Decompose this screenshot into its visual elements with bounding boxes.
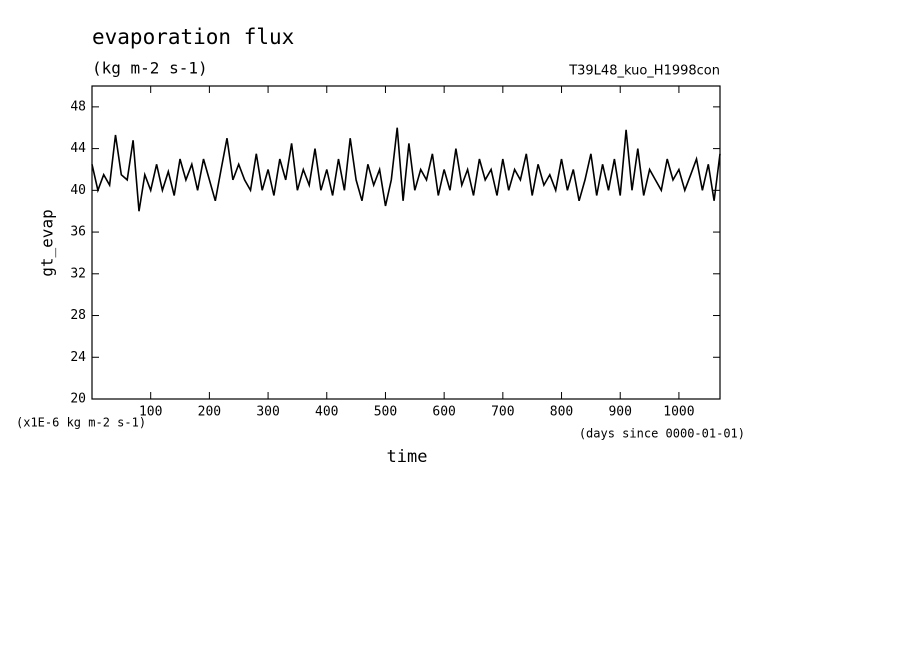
x-unit: (days since 0000-01-01) (579, 427, 745, 441)
y-tick-label: 20 (70, 392, 86, 407)
y-tick-label: 32 (70, 266, 86, 281)
x-axis-label: time (387, 447, 428, 467)
y-tick-label: 24 (70, 350, 86, 365)
y-tick-label: 40 (70, 183, 86, 198)
x-tick-label: 700 (491, 405, 514, 420)
y-tick-label: 48 (70, 99, 86, 114)
data-line (91, 127, 721, 212)
x-tick-label: 800 (550, 405, 573, 420)
x-tick-label: 600 (432, 405, 455, 420)
y-tick-label: 44 (70, 141, 86, 156)
x-tick-label: 900 (608, 405, 631, 420)
annotation: T39L48_kuo_H1998con (568, 64, 720, 79)
x-tick-label: 100 (139, 405, 162, 420)
chart-subtitle: (kg m-2 s-1) (92, 59, 208, 78)
x-tick-label: 200 (198, 405, 221, 420)
x-tick-label: 300 (256, 405, 279, 420)
y-unit: (x1E-6 kg m-2 s-1) (16, 416, 146, 430)
x-tick-label: 1000 (663, 405, 694, 420)
x-tick-label: 400 (315, 405, 338, 420)
chart-title: evaporation flux (92, 25, 294, 49)
y-tick-label: 28 (70, 308, 86, 323)
y-tick-label: 36 (70, 225, 86, 240)
x-tick-label: 500 (374, 405, 397, 420)
plot-frame (91, 85, 721, 400)
y-axis-label: gt_evap (38, 209, 57, 276)
